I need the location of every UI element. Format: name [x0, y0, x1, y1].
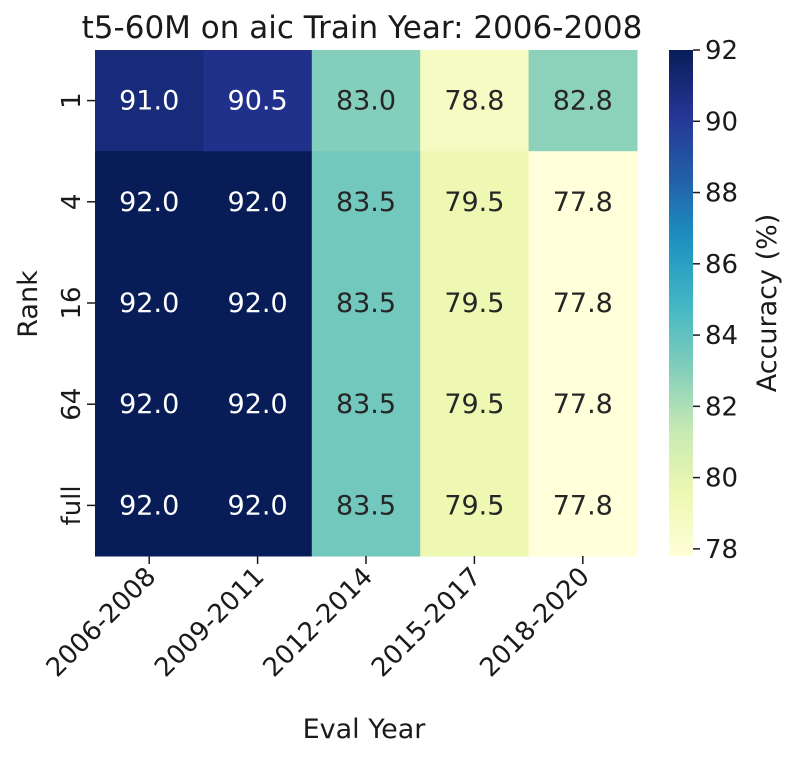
heatmap-cell [528, 50, 638, 152]
cell-value-label: 77.8 [553, 389, 613, 420]
heatmap-cell [528, 353, 638, 456]
cell-value-label: 92.0 [119, 288, 179, 319]
heatmap-cell [95, 353, 204, 456]
colorbar-tick-label: 86 [705, 250, 738, 280]
x-tick-label: 2012-2014 [258, 562, 379, 683]
heatmap-cell [528, 454, 638, 557]
cell-value-label: 90.5 [228, 86, 288, 117]
cell-value-label: 92.0 [228, 187, 288, 218]
cell-value-label: 83.0 [336, 86, 396, 117]
x-axis-label: Eval Year [303, 714, 427, 745]
colorbar-tick-label: 84 [705, 321, 738, 351]
heatmap-cell [95, 252, 204, 355]
heatmap-cell [311, 252, 421, 355]
colorbar-tick-label: 90 [705, 107, 738, 137]
colorbar-label: Accuracy (%) [752, 214, 783, 393]
heatmap-cell [95, 454, 204, 557]
heatmap-cell [203, 252, 313, 355]
cell-value-label: 82.8 [553, 86, 613, 117]
heatmap-cell [311, 353, 421, 456]
heatmap-cell [203, 353, 313, 456]
heatmap-cell [311, 151, 421, 253]
cell-value-label: 83.5 [336, 490, 396, 521]
y-tick-label: 1 [57, 92, 87, 109]
heatmap-cell [203, 454, 313, 557]
heatmap-cell [311, 454, 421, 557]
heatmap-cell [420, 454, 530, 557]
cell-value-label: 91.0 [119, 86, 179, 117]
x-tick-label: 2015-2017 [366, 562, 487, 683]
y-axis-ticks: 1 4 16 64 full [57, 92, 95, 525]
cell-value-label: 83.5 [336, 389, 396, 420]
cell-value-label: 92.0 [119, 187, 179, 218]
heatmap-cell [311, 50, 421, 152]
colorbar-tick-label: 78 [705, 535, 738, 565]
colorbar [669, 50, 693, 556]
cell-value-label: 78.8 [444, 86, 504, 117]
colorbar-tick-label: 82 [705, 392, 738, 422]
heatmap-cell [420, 50, 530, 152]
heatmap-cell [95, 151, 204, 253]
cell-value-label: 79.5 [444, 490, 504, 521]
y-tick-label: 16 [57, 286, 87, 319]
y-tick-label: 64 [57, 388, 87, 421]
heatmap-cell [528, 151, 638, 253]
cell-value-label: 92.0 [119, 490, 179, 521]
cell-value-label: 77.8 [553, 288, 613, 319]
heatmap-cell [203, 50, 313, 152]
cell-value-label: 79.5 [444, 187, 504, 218]
y-tick-label: full [57, 485, 87, 525]
cell-value-label: 79.5 [444, 288, 504, 319]
y-tick-label: 4 [57, 194, 87, 211]
x-tick-label: 2006-2008 [41, 562, 162, 683]
heatmap-cell [420, 151, 530, 253]
heatmap-cell-labels: 91.0 90.5 83.0 78.8 82.8 92.0 92.0 83.5 79.5 77.8… [119, 86, 613, 522]
cell-value-label: 79.5 [444, 389, 504, 420]
cell-value-label: 92.0 [228, 389, 288, 420]
heatmap-cell [95, 50, 204, 152]
x-tick-label: 2018-2020 [474, 562, 595, 683]
cell-value-label: 92.0 [119, 389, 179, 420]
heatmap-cell [420, 252, 530, 355]
y-axis-label: Rank [13, 270, 44, 338]
heatmap-cell [528, 252, 638, 355]
colorbar-tick-label: 88 [705, 179, 738, 209]
x-tick-label: 2009-2011 [149, 562, 270, 683]
heatmap-cells [95, 50, 638, 557]
colorbar-tick-label: 80 [705, 464, 738, 494]
colorbar-tick-label: 92 [705, 36, 738, 66]
cell-value-label: 77.8 [553, 187, 613, 218]
cell-value-label: 92.0 [228, 490, 288, 521]
cell-value-label: 83.5 [336, 288, 396, 319]
cell-value-label: 92.0 [228, 288, 288, 319]
cell-value-label: 77.8 [553, 490, 613, 521]
heatmap-cell [203, 151, 313, 253]
x-axis-ticks: 2006-20082009-20112012-20142015-20172018… [41, 556, 596, 683]
colorbar-ticks: 78 80 82 84 86 88 90 92 [693, 36, 738, 565]
heatmap-cell [420, 353, 530, 456]
cell-value-label: 83.5 [336, 187, 396, 218]
chart-title: t5-60M on aic Train Year: 2006-2008 [82, 10, 643, 46]
